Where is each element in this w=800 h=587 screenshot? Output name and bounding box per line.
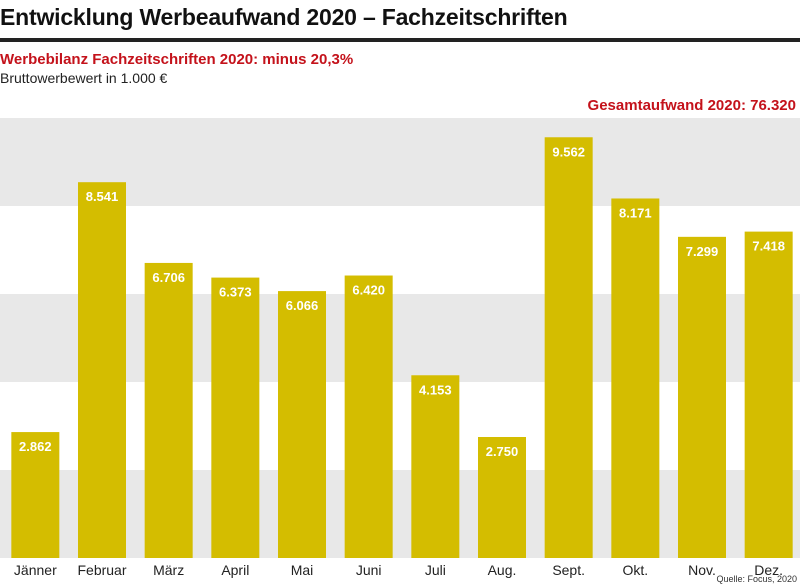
title-divider <box>0 38 800 42</box>
bar-value-label: 7.299 <box>686 244 719 259</box>
bar-value-label: 7.418 <box>752 239 785 254</box>
category-label: Okt. <box>622 562 648 578</box>
bar <box>211 277 260 558</box>
category-label: Juni <box>356 562 382 578</box>
total-label: Gesamtaufwand 2020: 76.320 <box>587 97 796 114</box>
background-band <box>0 294 800 382</box>
bar <box>344 275 393 558</box>
bar-value-label: 2.750 <box>486 444 519 459</box>
unit-label: Bruttowerbewert in 1.000 € <box>0 70 168 86</box>
bar <box>411 375 460 558</box>
bar-value-label: 4.153 <box>419 382 452 397</box>
bar <box>544 137 593 558</box>
bar <box>478 437 526 558</box>
bar <box>11 432 60 558</box>
category-label: März <box>153 562 184 578</box>
category-label: Nov. <box>688 562 716 578</box>
category-label: Jänner <box>14 562 57 578</box>
category-label: Aug. <box>488 562 517 578</box>
category-label: Februar <box>77 562 126 578</box>
bar-value-label: 6.066 <box>286 298 319 313</box>
bar-value-label: 6.420 <box>352 283 385 298</box>
bar <box>278 291 326 558</box>
chart-subtitle: Werbebilanz Fachzeitschriften 2020: minu… <box>0 51 354 68</box>
bar-value-label: 8.171 <box>619 205 652 220</box>
background-bands <box>0 118 800 558</box>
bars-group: 2.862 8.541 6.706 6.373 6.066 6.420 4.153 2.750… <box>11 137 793 559</box>
chart-title: Entwicklung Werbeaufwand 2020 – Fachzeit… <box>0 4 568 30</box>
bar <box>678 236 726 558</box>
background-band <box>0 470 800 558</box>
category-label: Sept. <box>552 562 585 578</box>
bar-value-label: 9.562 <box>552 144 585 159</box>
background-band <box>0 118 800 206</box>
bar <box>744 231 793 558</box>
bar <box>144 262 193 558</box>
category-labels: Jänner Februar März April Mai Juni Juli Aug. Sep… <box>14 562 783 578</box>
bar <box>78 182 126 559</box>
source-note: Quelle: Focus, 2020 <box>716 574 797 584</box>
bar-value-label: 6.706 <box>152 270 185 285</box>
category-label: Dez. <box>754 562 783 578</box>
bar-value-label: 8.541 <box>86 189 119 204</box>
category-label: April <box>221 562 249 578</box>
category-label: Mai <box>291 562 314 578</box>
category-label: Juli <box>425 562 446 578</box>
bar <box>611 198 660 558</box>
bar-value-label: 6.373 <box>219 285 252 300</box>
bar-value-label: 2.862 <box>19 439 52 454</box>
